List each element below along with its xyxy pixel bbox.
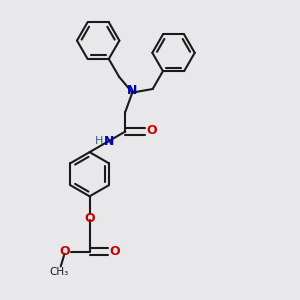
Text: H: H bbox=[95, 136, 103, 146]
Text: O: O bbox=[146, 124, 157, 137]
Text: O: O bbox=[84, 212, 95, 225]
Text: O: O bbox=[59, 245, 70, 258]
Text: O: O bbox=[109, 245, 120, 258]
Text: N: N bbox=[104, 135, 114, 148]
Text: N: N bbox=[127, 84, 137, 97]
Text: CH₃: CH₃ bbox=[50, 267, 69, 277]
